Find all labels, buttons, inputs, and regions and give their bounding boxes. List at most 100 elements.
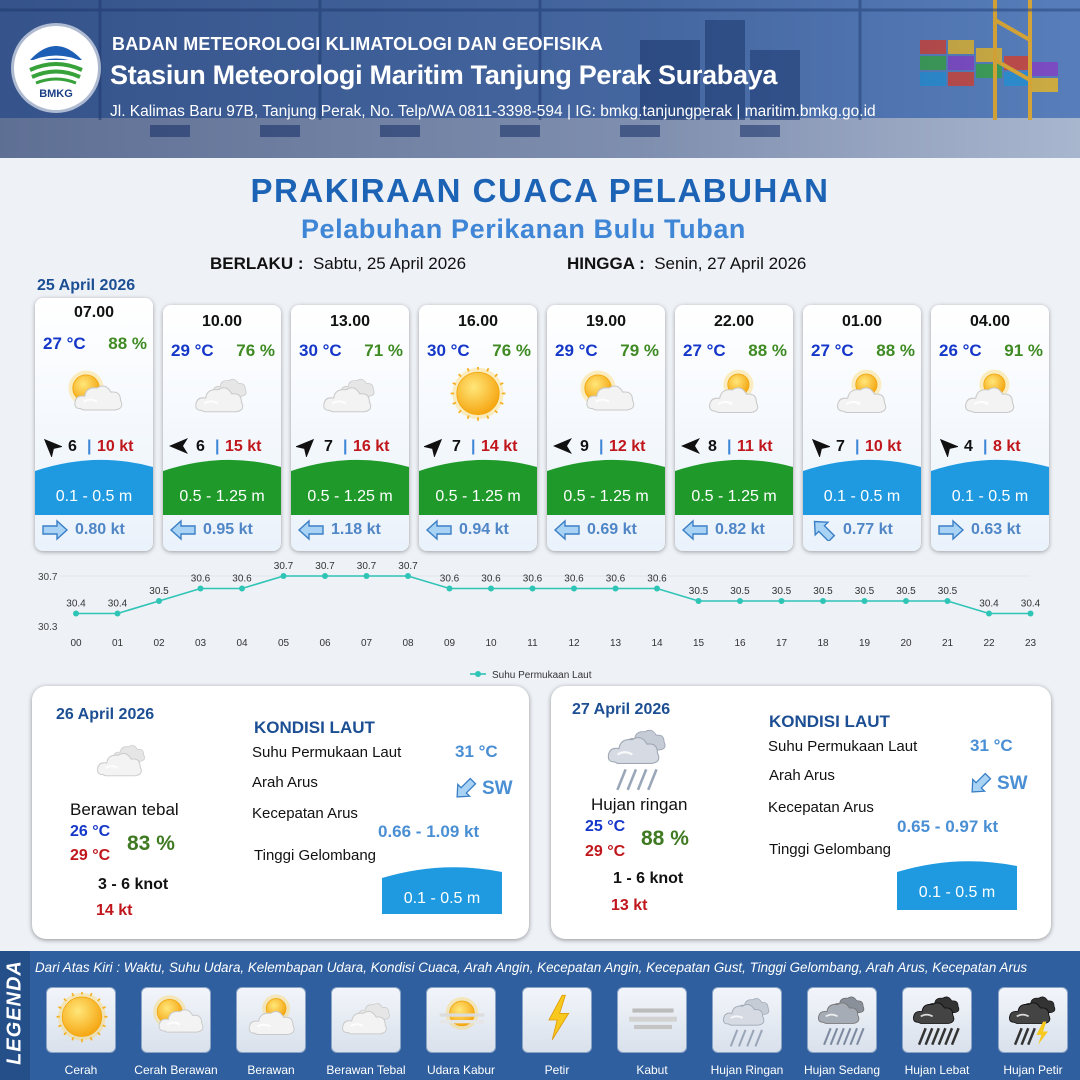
day2-temp-min: 26 °C <box>70 823 111 840</box>
card-separator: | <box>471 438 476 455</box>
legend-item-label: Cerah Berawan <box>134 1063 218 1077</box>
card-gust: 8 kt <box>993 438 1021 455</box>
x-tick-label: 05 <box>278 638 290 649</box>
day3-panel: 27 April 2026 Hujan ringan 25 °C 29 °C 8… <box>551 686 1051 939</box>
sst-data-label: 30.6 <box>647 574 667 585</box>
current-arrow-icon <box>553 519 581 541</box>
berawan-icon <box>236 987 306 1053</box>
card-gust: 10 kt <box>97 438 134 455</box>
sst-data-label: 30.5 <box>689 586 709 597</box>
day2-wave: 0.1 - 0.5 m <box>403 890 481 907</box>
sst-data-label: 30.6 <box>440 574 460 585</box>
x-tick-label: 22 <box>983 638 995 649</box>
sst-point <box>239 585 245 592</box>
day3-sst: 31 °C <box>970 736 1013 755</box>
card-wind: 7 <box>836 438 845 455</box>
sst-point <box>405 573 411 579</box>
card-wave: 0.5 - 1.25 m <box>307 488 393 505</box>
sst-point <box>654 585 660 592</box>
sst-point <box>488 585 494 592</box>
card-separator: | <box>983 438 988 455</box>
card-current: 0.77 kt <box>843 521 893 538</box>
y-tick-label: 30.3 <box>38 622 58 633</box>
x-tick-label: 12 <box>568 638 580 649</box>
day2-wave-label: Tinggi Gelombang <box>254 847 377 864</box>
udara-kabur-icon <box>426 987 496 1053</box>
legend-description: Dari Atas Kiri : Waktu, Suhu Udara, Kele… <box>35 960 1028 975</box>
berawan-tebal-icon <box>315 367 385 427</box>
logo-text: BMKG <box>39 88 73 100</box>
x-tick-label: 07 <box>361 638 373 649</box>
sst-data-label: 30.6 <box>481 574 501 585</box>
forecast-card: 19.00 29 °C 79 % 9 | 12 kt 0.5 - 1.25 m … <box>547 305 665 551</box>
card-wave: 0.5 - 1.25 m <box>179 488 265 505</box>
card-time: 04.00 <box>969 313 1011 330</box>
day3-temp-max: 29 °C <box>585 843 626 860</box>
day2-cur-speed: 0.66 - 1.09 kt <box>378 822 480 841</box>
card-wave-shape <box>547 459 665 515</box>
card-temp: 26 °C <box>939 341 982 360</box>
hujan-petir-icon <box>998 987 1068 1053</box>
card-separator: | <box>343 438 348 455</box>
day3-wave: 0.1 - 0.5 m <box>918 884 996 901</box>
x-tick-label: 15 <box>693 638 705 649</box>
sst-data-label: 30.5 <box>772 586 792 597</box>
current-arrow-icon <box>937 519 965 541</box>
berawan-icon <box>699 367 769 427</box>
x-tick-label: 21 <box>942 638 954 649</box>
day1-date: 25 April 2026 <box>37 277 136 294</box>
day3-condition: Hujan ringan <box>591 795 688 814</box>
wind-arrow-icon <box>680 435 702 457</box>
card-wave-shape <box>291 459 409 515</box>
sst-point <box>156 598 162 604</box>
legend-item-label: Kabut <box>636 1063 668 1077</box>
hujan-ringan-icon <box>712 987 782 1053</box>
light-rain-icon <box>603 720 675 794</box>
card-wind: 4 <box>964 438 973 455</box>
card-wave-shape <box>931 459 1049 515</box>
legend-item-label: Berawan <box>247 1063 295 1077</box>
valid-from-label: BERLAKU : <box>210 254 304 273</box>
current-arrow-icon <box>41 519 69 541</box>
sst-data-label: 30.7 <box>357 561 377 572</box>
sst-point <box>778 598 785 604</box>
card-humidity: 88 % <box>748 341 787 360</box>
day3-sst-label: Suhu Permukaan Laut <box>768 738 918 755</box>
card-humidity: 88 % <box>876 341 915 360</box>
valid-to: HINGGA : Senin, 27 April 2026 <box>567 254 806 274</box>
x-tick-label: 04 <box>236 638 248 649</box>
cerah-icon <box>46 987 116 1053</box>
x-tick-label: 10 <box>485 638 497 649</box>
card-time: 19.00 <box>585 313 627 330</box>
legend-item-label: Hujan Ringan <box>710 1063 784 1077</box>
card-wind: 8 <box>708 438 717 455</box>
sst-point <box>1027 610 1034 617</box>
card-wind: 6 <box>68 438 77 455</box>
current-arrow-icon <box>967 771 993 802</box>
day3-humidity: 88 % <box>641 827 689 850</box>
card-gust: 14 kt <box>481 438 518 455</box>
day2-condition: Berawan tebal <box>70 800 179 819</box>
card-humidity: 76 % <box>492 341 531 360</box>
day2-date: 26 April 2026 <box>56 706 155 723</box>
card-humidity: 71 % <box>364 341 403 360</box>
sst-point <box>737 598 743 604</box>
hujan-sedang-icon <box>807 987 877 1053</box>
sst-point <box>861 598 868 604</box>
valid-to-label: HINGGA : <box>567 254 645 273</box>
current-arrow-icon <box>452 776 478 807</box>
wind-arrow-icon <box>168 435 190 457</box>
day3-cur-dir-label: Arah Arus <box>769 767 835 784</box>
card-temp: 27 °C <box>43 334 86 353</box>
card-time: 13.00 <box>329 313 371 330</box>
y-tick-label: 30.7 <box>38 572 58 583</box>
card-current: 0.94 kt <box>459 521 509 538</box>
day3-wave-label: Tinggi Gelombang <box>769 841 892 858</box>
card-wave-shape <box>35 459 153 515</box>
sst-data-label: 30.7 <box>398 561 418 572</box>
day3-kondisi-title: KONDISI LAUT <box>769 712 890 731</box>
legend-label: Suhu Permukaan Laut <box>492 670 592 681</box>
sst-data-label: 30.5 <box>896 586 916 597</box>
sst-data-label: 30.5 <box>149 586 169 597</box>
wind-arrow-icon <box>552 435 574 457</box>
